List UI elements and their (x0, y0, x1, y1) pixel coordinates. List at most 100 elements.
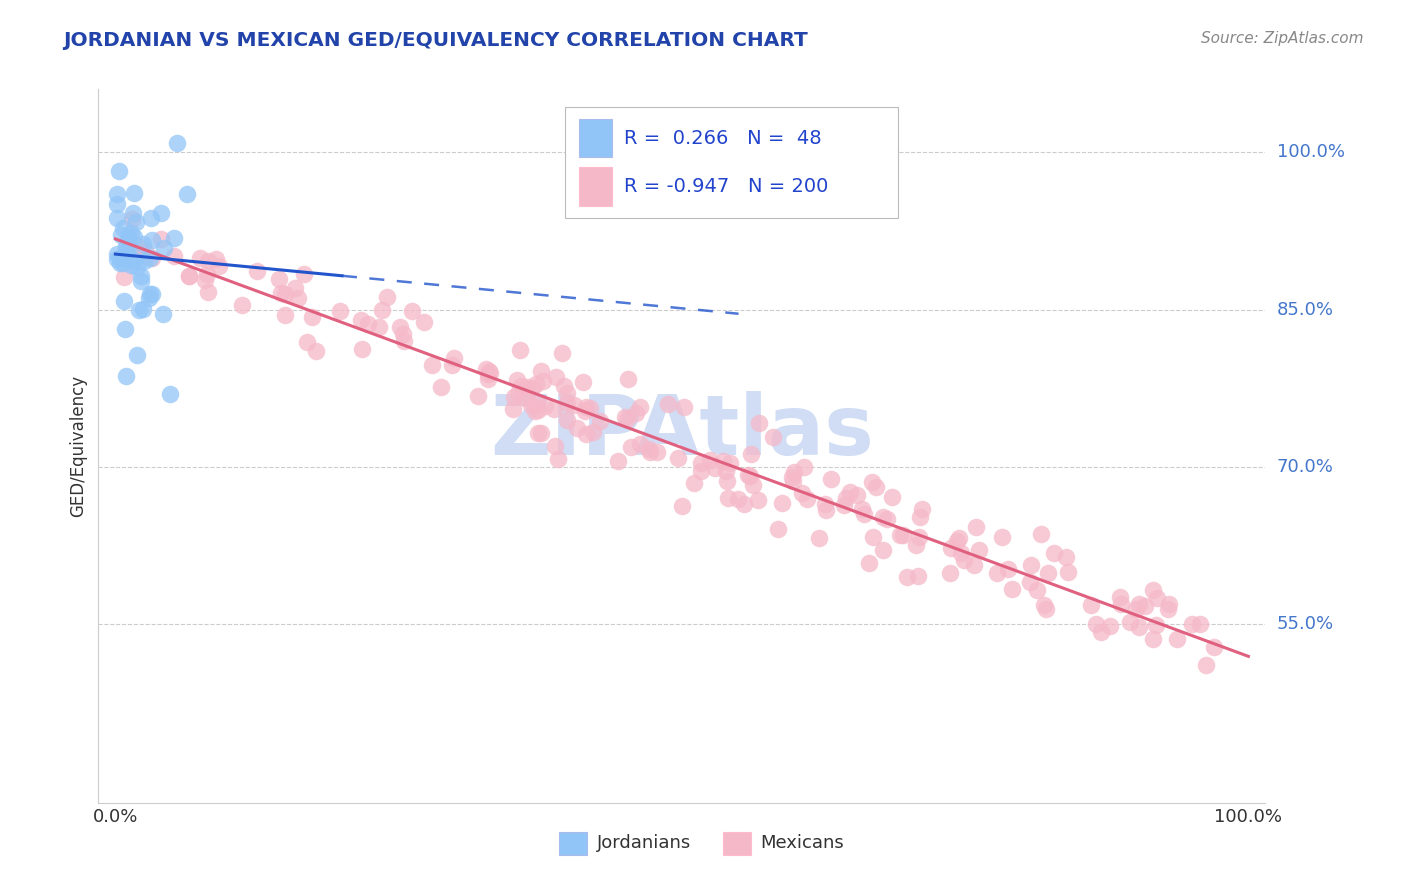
Point (195, 267, 218, 281)
Point (939, 541, 962, 555)
Point (614, 409, 637, 424)
Point (575, 401, 598, 415)
Point (516, 380, 538, 394)
Point (368, 319, 391, 334)
Point (138, 291, 160, 305)
Point (911, 502, 934, 516)
Point (197, 285, 219, 299)
FancyBboxPatch shape (560, 832, 588, 855)
Point (134, 244, 156, 258)
Point (166, 136, 188, 150)
Text: R = -0.947   N = 200: R = -0.947 N = 200 (624, 178, 828, 196)
Point (375, 290, 398, 304)
Point (478, 363, 501, 377)
Point (689, 464, 711, 478)
Point (128, 303, 150, 318)
Point (733, 497, 755, 511)
Point (1084, 616, 1107, 631)
FancyBboxPatch shape (723, 832, 751, 855)
Point (575, 427, 598, 442)
Point (835, 491, 858, 505)
Point (111, 256, 134, 270)
Point (152, 307, 174, 321)
Point (127, 348, 149, 362)
Point (820, 472, 842, 486)
Point (620, 440, 643, 454)
Point (607, 454, 630, 468)
Text: Jordanians: Jordanians (596, 835, 690, 853)
Point (401, 304, 423, 318)
Text: 70.0%: 70.0% (1277, 458, 1333, 476)
Point (527, 426, 550, 441)
Point (852, 507, 875, 521)
Point (1125, 602, 1147, 616)
Point (711, 454, 734, 468)
Point (117, 243, 139, 257)
FancyBboxPatch shape (579, 119, 612, 157)
Point (150, 206, 173, 220)
Point (1057, 566, 1080, 580)
Point (205, 252, 228, 266)
Point (125, 260, 148, 275)
Point (479, 366, 502, 380)
Point (986, 566, 1008, 580)
Point (1019, 558, 1042, 572)
Point (111, 221, 134, 235)
Point (129, 268, 152, 283)
Point (666, 450, 689, 465)
Point (413, 315, 436, 329)
Point (188, 252, 211, 266)
Text: Source: ZipAtlas.com: Source: ZipAtlas.com (1201, 31, 1364, 46)
Point (1144, 617, 1167, 632)
Point (121, 211, 143, 226)
Point (727, 491, 749, 506)
Point (524, 377, 547, 392)
Point (530, 425, 553, 440)
Point (1025, 583, 1047, 598)
Point (114, 241, 136, 255)
Point (287, 291, 309, 305)
Point (371, 302, 394, 317)
Point (301, 310, 323, 324)
Point (793, 459, 815, 474)
Text: 85.0%: 85.0% (1277, 301, 1333, 318)
Point (125, 215, 148, 229)
Point (132, 254, 155, 268)
Text: Mexicans: Mexicans (761, 835, 844, 853)
Point (1157, 602, 1180, 616)
FancyBboxPatch shape (565, 107, 898, 218)
Point (967, 543, 990, 558)
Point (717, 491, 740, 505)
Point (115, 368, 138, 383)
Text: ZIPAtlas: ZIPAtlas (489, 392, 875, 472)
Point (274, 308, 297, 322)
Point (589, 414, 612, 428)
Point (110, 256, 132, 270)
Y-axis label: GED/Equivalency: GED/Equivalency (69, 375, 87, 517)
Point (150, 232, 173, 246)
Point (839, 485, 862, 500)
Point (197, 254, 219, 268)
Point (638, 444, 661, 458)
Point (938, 566, 960, 581)
Point (284, 281, 307, 295)
Point (105, 252, 128, 266)
Point (177, 269, 200, 284)
Point (1204, 640, 1226, 654)
Point (502, 402, 524, 417)
Point (862, 530, 884, 544)
Point (815, 503, 838, 517)
Point (121, 206, 143, 220)
Point (547, 451, 569, 466)
Point (544, 369, 567, 384)
Point (876, 512, 898, 526)
Point (122, 186, 145, 200)
Point (108, 164, 131, 178)
Point (1111, 597, 1133, 611)
Point (105, 197, 128, 211)
Point (807, 531, 830, 545)
Point (350, 313, 373, 327)
Point (891, 527, 914, 541)
Point (305, 344, 328, 359)
Point (555, 386, 578, 401)
